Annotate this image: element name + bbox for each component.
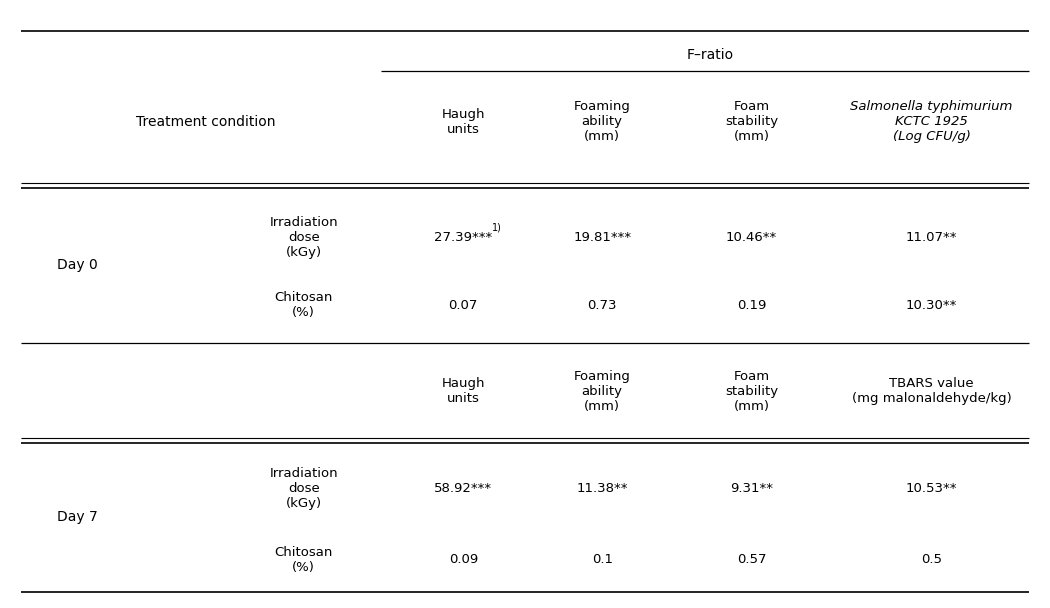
- Text: Foam
stability
(mm): Foam stability (mm): [724, 100, 778, 143]
- Text: 9.31**: 9.31**: [730, 482, 773, 495]
- Text: 10.53**: 10.53**: [906, 482, 958, 495]
- Text: Treatment condition: Treatment condition: [136, 114, 276, 129]
- Text: Foam
stability
(mm): Foam stability (mm): [724, 370, 778, 413]
- Text: Irradiation
dose
(kGy): Irradiation dose (kGy): [270, 216, 338, 260]
- Text: TBARS value
(mg malonaldehyde/kg): TBARS value (mg malonaldehyde/kg): [852, 378, 1011, 406]
- Text: Chitosan
(%): Chitosan (%): [275, 546, 333, 574]
- Text: Irradiation
dose
(kGy): Irradiation dose (kGy): [270, 467, 338, 510]
- Text: Day 0: Day 0: [57, 258, 98, 272]
- Text: 10.30**: 10.30**: [906, 299, 958, 311]
- Text: Foaming
ability
(mm): Foaming ability (mm): [573, 370, 631, 413]
- Text: 0.57: 0.57: [737, 553, 766, 566]
- Text: F–ratio: F–ratio: [687, 49, 734, 63]
- Text: 0.07: 0.07: [448, 299, 478, 311]
- Text: 58.92***: 58.92***: [435, 482, 492, 495]
- Text: Chitosan
(%): Chitosan (%): [275, 291, 333, 319]
- Text: 1): 1): [492, 223, 502, 232]
- Text: Haugh
units: Haugh units: [441, 108, 485, 136]
- Text: 0.73: 0.73: [587, 299, 617, 311]
- Text: 0.5: 0.5: [921, 553, 942, 566]
- Text: 0.09: 0.09: [448, 553, 478, 566]
- Text: Salmonella typhimurium
KCTC 1925
(Log CFU/g): Salmonella typhimurium KCTC 1925 (Log CF…: [850, 100, 1012, 143]
- Text: Day 7: Day 7: [57, 511, 98, 525]
- Text: 19.81***: 19.81***: [573, 232, 631, 244]
- Text: 11.38**: 11.38**: [576, 482, 628, 495]
- Text: 27.39***: 27.39***: [434, 232, 492, 244]
- Text: 0.1: 0.1: [592, 553, 612, 566]
- Text: Foaming
ability
(mm): Foaming ability (mm): [573, 100, 631, 143]
- Text: 0.19: 0.19: [737, 299, 766, 311]
- Text: Haugh
units: Haugh units: [441, 378, 485, 406]
- Text: 11.07**: 11.07**: [906, 232, 958, 244]
- Text: 10.46**: 10.46**: [726, 232, 777, 244]
